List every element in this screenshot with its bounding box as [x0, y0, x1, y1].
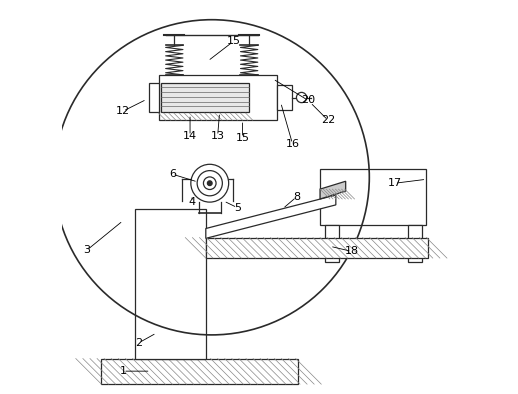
Text: 16: 16 [285, 139, 299, 149]
Text: 12: 12 [116, 106, 130, 116]
Text: 2: 2 [135, 338, 142, 348]
Text: 1: 1 [120, 366, 126, 376]
Bar [277, 85, 292, 110]
Text: 15: 15 [236, 133, 250, 143]
Text: 3: 3 [83, 245, 90, 255]
Circle shape [204, 177, 216, 190]
Bar [408, 225, 422, 262]
Text: 14: 14 [183, 131, 197, 141]
Text: 8: 8 [293, 192, 300, 202]
Text: 17: 17 [388, 178, 402, 188]
Circle shape [207, 181, 212, 186]
Text: 13: 13 [211, 131, 225, 141]
Bar [161, 83, 249, 112]
Text: 6: 6 [169, 169, 176, 179]
Bar [206, 238, 428, 258]
Text: 15: 15 [226, 36, 240, 46]
Bar [325, 225, 339, 262]
Bar [135, 209, 206, 359]
Bar [149, 83, 159, 112]
Circle shape [197, 171, 222, 196]
Bar [102, 359, 298, 384]
Polygon shape [320, 181, 346, 199]
Text: 22: 22 [321, 115, 335, 125]
Text: 20: 20 [301, 95, 315, 106]
Polygon shape [206, 195, 336, 238]
Text: 5: 5 [234, 203, 241, 213]
Text: 4: 4 [189, 197, 196, 207]
Text: 18: 18 [344, 246, 358, 256]
Circle shape [191, 164, 228, 202]
Circle shape [296, 93, 307, 103]
Bar [320, 169, 426, 225]
Bar [159, 75, 277, 120]
